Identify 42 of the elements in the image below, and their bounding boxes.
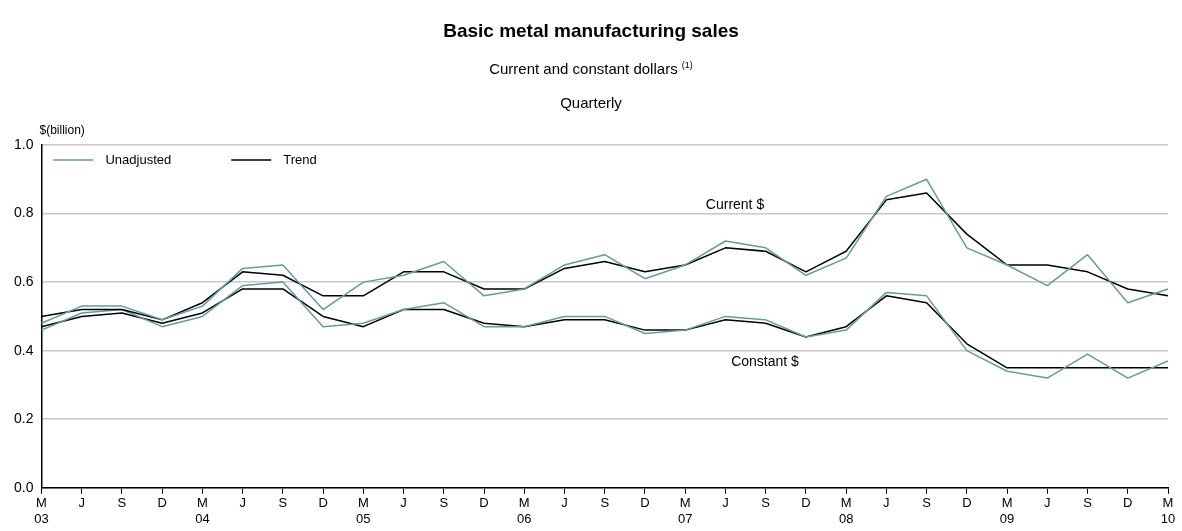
x-tick-label: S: [600, 495, 610, 511]
x-tick-label: S: [278, 495, 288, 511]
legend-label: Unadjusted: [105, 151, 172, 167]
x-tick-label: M 09: [999, 495, 1015, 526]
x-tick-label: M 07: [677, 495, 693, 526]
x-tick-label: J: [722, 495, 729, 511]
annotation: Constant $: [731, 352, 800, 369]
x-tick-label: S: [1083, 495, 1093, 511]
chart-title: Basic metal manufacturing sales: [442, 20, 740, 42]
x-tick-label: J: [561, 495, 568, 511]
x-tick-label: J: [1044, 495, 1051, 511]
x-tick-label: S: [439, 495, 449, 511]
x-tick-label: J: [239, 495, 246, 511]
y-tick-label: 0.0: [13, 478, 34, 495]
y-tick-label: 0.6: [13, 272, 34, 289]
x-tick-label: D: [801, 495, 811, 511]
x-tick-label: M 10: [1160, 495, 1176, 526]
x-tick-label: J: [78, 495, 85, 511]
x-tick-label: D: [962, 495, 972, 511]
x-tick-label: M 05: [356, 495, 371, 526]
x-tick-label: S: [117, 495, 127, 511]
x-tick-label: J: [883, 495, 890, 511]
y-axis-title: $(billion): [39, 123, 85, 138]
y-tick-label: 0.8: [13, 204, 34, 221]
x-tick-label: S: [922, 495, 932, 511]
y-tick-label: 1.0: [13, 135, 34, 152]
x-tick-label: D: [157, 495, 167, 511]
x-tick-label: M 08: [838, 495, 854, 526]
x-tick-label: D: [479, 495, 489, 511]
x-tick-label: S: [761, 495, 771, 511]
y-tick-label: 0.4: [13, 341, 34, 358]
x-tick-label: M 06: [517, 495, 532, 526]
x-tick-label: J: [400, 495, 407, 511]
x-tick-label: M 04: [195, 495, 210, 526]
x-tick-label: D: [1123, 495, 1133, 511]
x-tick-label: M 03: [34, 495, 49, 526]
x-tick-label: D: [640, 495, 650, 511]
x-tick-label: D: [318, 495, 328, 511]
text: Current and constant dollars $^{(1)}$ Quarterly: [489, 60, 693, 111]
legend-label: Trend: [283, 151, 317, 167]
annotation: Current $: [705, 195, 765, 212]
y-tick-label: 0.2: [13, 410, 34, 427]
